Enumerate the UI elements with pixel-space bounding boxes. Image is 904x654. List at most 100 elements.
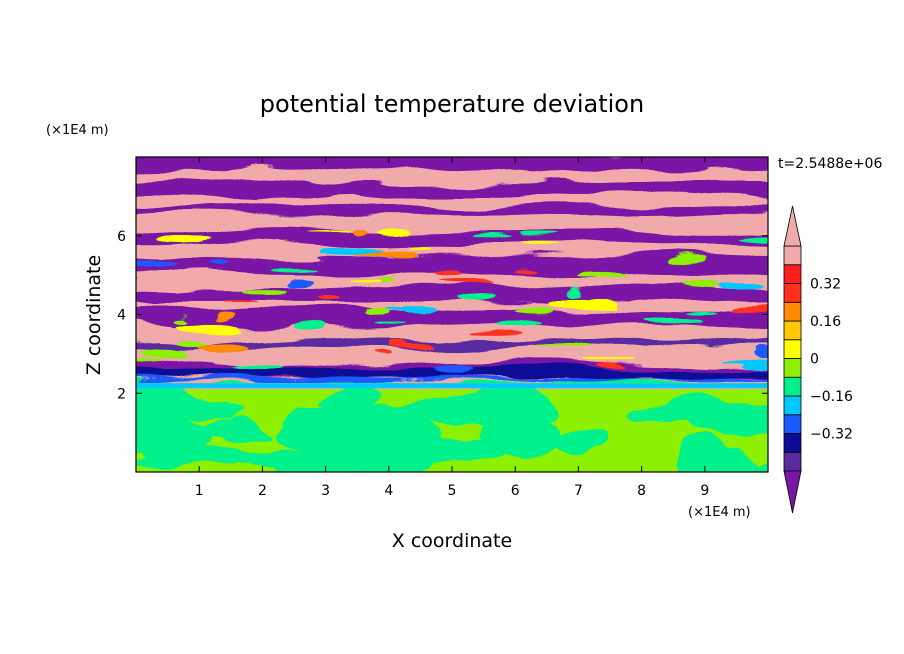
turbulent-patch — [273, 264, 319, 271]
x-tick-label: 4 — [384, 483, 393, 499]
lower-layer-blob — [685, 453, 754, 472]
colorbar-segment — [783, 451, 802, 472]
purple-band — [136, 178, 768, 201]
turbulent-patch — [307, 229, 355, 234]
y-axis-label: Z coordinate — [83, 255, 105, 375]
purple-band — [136, 204, 768, 218]
colorbar-segment — [783, 376, 802, 397]
colorbar-segment — [783, 395, 802, 416]
lower-layer-blob — [685, 406, 768, 441]
turbulent-patch — [738, 233, 768, 241]
purple-band — [136, 336, 768, 352]
time-label: t=2.5488e+06 — [778, 156, 882, 172]
x-axis-label: X coordinate — [392, 530, 512, 552]
turbulent-patch — [155, 234, 207, 242]
colorbar-tick-label: 0.16 — [810, 314, 841, 330]
lower-layer-blob — [154, 399, 241, 420]
banded-layer — [136, 157, 768, 383]
colorbar-tick-label: −0.16 — [810, 389, 853, 405]
turbulent-patch — [239, 287, 290, 291]
purple-band — [136, 157, 768, 172]
turbulent-patch — [757, 350, 768, 358]
turbulent-patch — [387, 344, 433, 350]
x-unit-label: (×1E4 m) — [688, 505, 751, 520]
turbulent-patch — [431, 365, 470, 374]
turbulent-patch — [375, 353, 392, 357]
purple-band — [136, 307, 768, 330]
x-tick-label: 6 — [511, 483, 520, 499]
turbulent-patch — [317, 294, 342, 299]
turbulent-patch — [686, 309, 716, 316]
turbulent-patch — [143, 349, 192, 357]
colorbar-segment — [783, 245, 802, 266]
colorbar-segment — [783, 339, 802, 359]
turbulent-patch — [136, 358, 164, 363]
turbulent-patch — [522, 230, 560, 236]
turbulent-patch — [177, 323, 241, 332]
purple-band — [136, 225, 768, 248]
x-tick-label: 7 — [574, 483, 583, 499]
turbulent-patch — [349, 281, 384, 285]
y-axis-ticks: 2 4 6 — [117, 229, 768, 402]
turbulent-patch — [377, 226, 414, 234]
lower-layer-edge — [136, 383, 768, 389]
colorbar-segment — [783, 283, 802, 303]
turbulent-patch — [580, 270, 630, 277]
turbulent-patch — [231, 360, 283, 368]
turbulent-patch — [548, 300, 606, 309]
turbulent-patch — [297, 320, 329, 328]
colorbar-segment — [783, 264, 802, 284]
lower-layer-blob — [320, 390, 381, 414]
turbulent-patch — [519, 265, 543, 272]
turbulent-patch — [719, 281, 765, 289]
lower-layer-blob — [136, 414, 194, 449]
colorbar-segment — [783, 320, 802, 341]
turbulent-patch — [570, 290, 585, 299]
turbulent-patch — [176, 317, 191, 323]
x-tick-label: 5 — [448, 483, 457, 499]
lower-layer-blobs — [136, 383, 768, 472]
turbulent-patches — [136, 226, 768, 374]
colorbar-extend-top — [783, 205, 802, 247]
y-tick-label: 4 — [117, 308, 126, 324]
turbulent-patch — [321, 247, 382, 257]
turbulent-patch — [288, 279, 313, 285]
x-tick-label: 8 — [637, 483, 646, 499]
colorbar-tick-label: −0.32 — [810, 427, 853, 443]
turbulent-patch — [524, 242, 564, 249]
lower-layer-blob — [546, 430, 605, 454]
turbulent-patch — [721, 359, 768, 365]
turbulent-patch — [214, 257, 232, 265]
turbulent-patch — [435, 267, 462, 277]
turbulent-patch — [472, 233, 514, 237]
colorbar-segment — [783, 301, 802, 322]
colorbar-extend-bottom — [783, 470, 802, 514]
lower-layer-blob — [283, 404, 347, 447]
turbulent-patch — [362, 311, 387, 317]
lower-layer-blob — [172, 423, 274, 441]
turbulent-patch — [599, 362, 627, 367]
turbulent-patch — [669, 256, 706, 264]
plot-field — [136, 157, 768, 472]
lower-layer — [136, 377, 768, 472]
colorbar-segment — [783, 433, 802, 453]
turbulent-patch — [381, 277, 396, 285]
lower-layer-blob — [448, 385, 551, 425]
colorbar-tick-label: 0 — [810, 352, 819, 368]
turbulent-patch — [375, 321, 409, 326]
chart-title: potential temperature deviation — [260, 90, 644, 118]
blue-band — [136, 375, 768, 383]
turbulent-patch — [219, 300, 254, 305]
colorbar: 0.32 0.16 0 −0.16 −0.32 — [783, 205, 853, 514]
turbulent-patch — [468, 332, 522, 338]
turbulent-patch — [583, 357, 639, 361]
turbulent-patch — [435, 281, 495, 286]
turbulent-patch — [204, 340, 251, 349]
turbulent-patch — [180, 337, 212, 346]
x-tick-label: 1 — [195, 483, 204, 499]
turbulent-patch — [497, 319, 538, 328]
y-tick-label: 2 — [117, 386, 126, 402]
colorbar-tick-label: 0.32 — [810, 277, 841, 293]
turbulent-patch — [352, 227, 369, 236]
